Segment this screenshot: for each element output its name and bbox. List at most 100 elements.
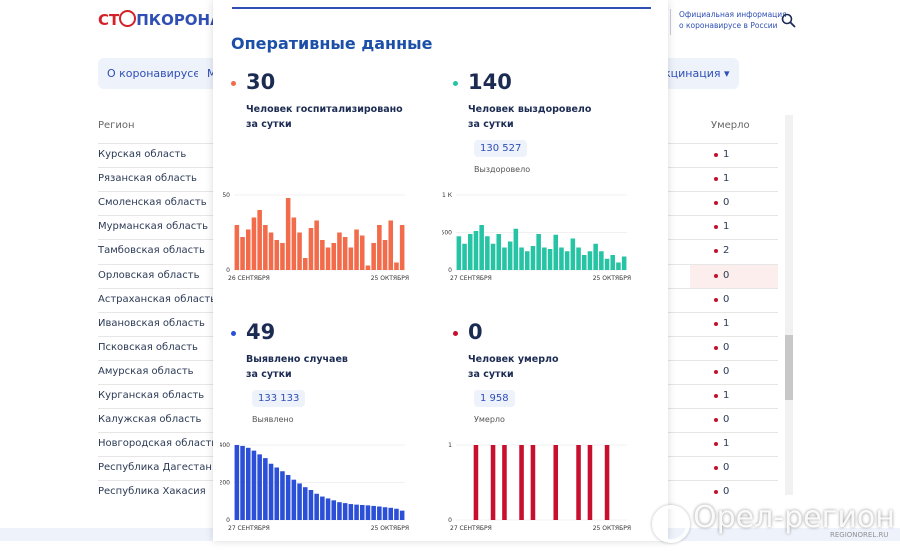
- bar: [507, 241, 513, 270]
- death-count: 0: [723, 269, 730, 281]
- stat-total-label: Выявлено: [252, 415, 294, 424]
- stat-dot: [453, 331, 458, 336]
- death-count: 2: [723, 245, 730, 257]
- stat-panel: 140 Человек выздоровело за сутки 130 527 Выз…: [442, 70, 652, 310]
- bar: [365, 505, 371, 520]
- bar: [234, 445, 240, 520]
- death-count: 1: [723, 317, 730, 329]
- death-dot: [714, 466, 718, 471]
- bar: [263, 225, 268, 270]
- col-header: Регион: [98, 120, 135, 131]
- bar: [268, 463, 274, 520]
- bar: [513, 228, 519, 270]
- bar: [462, 243, 467, 270]
- bar: [331, 500, 337, 520]
- bar: [359, 505, 365, 520]
- region-name: Ивановская область: [98, 317, 205, 329]
- bar: [564, 251, 570, 270]
- bar: [553, 445, 559, 520]
- y-tick-label: 0: [226, 517, 230, 524]
- x-tick-label: 27 СЕНТЯБРЯ: [228, 525, 270, 532]
- bar: [285, 475, 291, 520]
- death-dot: [714, 225, 718, 230]
- death-dot: [714, 345, 718, 350]
- death-dot: [714, 297, 718, 302]
- stat-label: за сутки: [246, 119, 292, 130]
- search-icon[interactable]: [781, 13, 797, 29]
- bar: [348, 504, 354, 520]
- scroll-thumb[interactable]: [785, 335, 793, 400]
- watermark-site: REGIONOREL.RU: [830, 531, 889, 539]
- death-dot: [714, 321, 718, 326]
- scrollbar[interactable]: [785, 115, 793, 495]
- bar-chart: 0 200 400 27 СЕНТЯБРЯ 25 ОКТЯБРЯ: [220, 442, 409, 532]
- bar: [331, 243, 337, 270]
- nav-item[interactable]: кцинация ▾: [655, 58, 739, 89]
- bar: [280, 243, 285, 270]
- watermark-name: Орел-регион: [693, 500, 895, 535]
- bar: [485, 236, 490, 270]
- bar: [325, 498, 331, 520]
- bar: [245, 447, 251, 520]
- stat-value: 140: [468, 70, 512, 94]
- bar: [382, 507, 388, 520]
- stat-dot: [231, 81, 236, 86]
- death-count: 0: [723, 486, 730, 498]
- bar: [621, 256, 627, 270]
- stat-total-label: Умерло: [474, 415, 505, 424]
- bar-chart: 0 50 26 СЕНТЯБРЯ 25 ОКТЯБРЯ: [222, 192, 409, 282]
- x-tick-label: 25 ОКТЯБРЯ: [371, 525, 409, 532]
- death-count: 1: [723, 149, 730, 160]
- bar: [479, 225, 484, 270]
- death-dot: [714, 153, 718, 157]
- bar: [576, 247, 581, 270]
- bar: [320, 240, 325, 270]
- bar: [359, 235, 365, 270]
- bar: [285, 198, 291, 270]
- bar: [320, 496, 325, 520]
- bar: [536, 234, 541, 270]
- bar: [559, 247, 564, 270]
- bar: [490, 243, 496, 270]
- y-tick-label: 200: [220, 480, 230, 487]
- bar: [365, 265, 371, 270]
- bar: [502, 247, 507, 270]
- region-name: Калужская область: [98, 414, 202, 426]
- region-name: Рязанская область: [98, 173, 197, 185]
- bar: [234, 225, 240, 270]
- death-dot: [714, 249, 718, 254]
- death-count: 0: [723, 414, 730, 426]
- x-tick-label: 25 ОКТЯБРЯ: [371, 275, 409, 282]
- region-name: Курганская область: [98, 390, 205, 401]
- bar: [467, 234, 473, 270]
- bar: [394, 262, 399, 270]
- bar: [251, 217, 257, 270]
- bar: [257, 454, 262, 520]
- stat-dot: [231, 331, 236, 336]
- region-name: Тамбовская область: [98, 245, 205, 257]
- bar: [604, 445, 610, 520]
- stat-label: за сутки: [246, 369, 292, 380]
- nav-text: О коронавирусе: [107, 67, 201, 80]
- logo-left: СТ: [98, 11, 120, 29]
- region-name: Амурская область: [98, 365, 194, 377]
- bar: [530, 246, 536, 270]
- bar: [371, 505, 376, 520]
- region-name: Псковская область: [98, 341, 198, 353]
- nav-text: кцинация: [664, 67, 721, 80]
- region-name: Новгородская область: [98, 438, 218, 450]
- bar: [274, 240, 280, 270]
- stat-total-label: Выздоровело: [474, 165, 531, 174]
- stat-label: за сутки: [468, 369, 514, 380]
- y-tick-label: 0: [448, 267, 452, 274]
- watermark-icon: [652, 505, 690, 543]
- death-count: 1: [723, 173, 730, 185]
- bar: [604, 258, 610, 270]
- bar: [302, 258, 308, 270]
- bar: [542, 247, 547, 270]
- stat-label: Человек умерло: [468, 354, 559, 365]
- bar: [308, 228, 314, 270]
- bar: [297, 483, 302, 520]
- bar: [291, 217, 297, 270]
- bar: [354, 229, 359, 270]
